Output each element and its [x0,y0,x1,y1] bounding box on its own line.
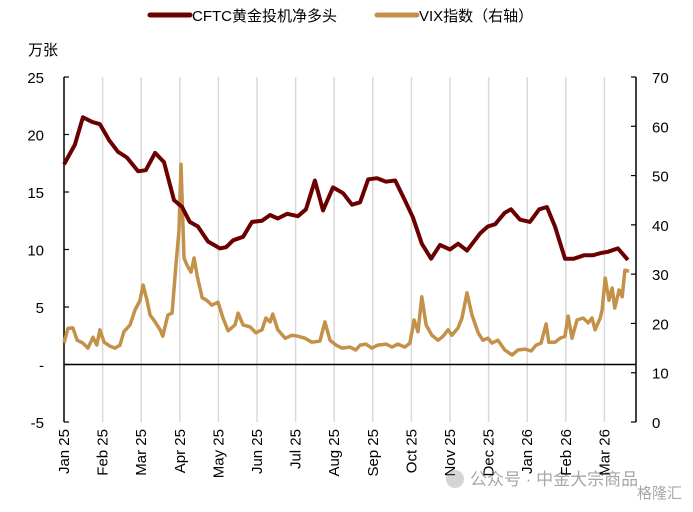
axes: Jan 25 Feb 25 Mar 25 Apr 25 May 25 Jun 25 Jul … [27,70,668,478]
x-tick-label: Nov 25 [442,429,459,477]
x-tick-label: Aug 25 [326,429,343,477]
x-tick-label: Mar 25 [133,429,150,476]
right-tick-label: 40 [652,218,669,235]
series-line-vix [62,162,630,357]
wechat-icon [446,470,464,488]
left-tick-label: -5 [31,415,44,432]
watermark-text: 公众号 · 中金大宗商品 [470,470,638,489]
right-tick-label: 30 [652,267,669,284]
x-tick-label: Apr 25 [172,429,189,473]
right-tick-label: 60 [652,119,669,136]
right-tick-label: 70 [652,70,669,87]
x-tick-label: Jun 25 [249,429,266,474]
x-tick-label: Jan 25 [56,429,73,474]
left-tick-label: 15 [27,185,44,202]
legend: CFTC黄金投机净多头 VIX指数（右轴） [147,8,533,25]
left-tick-label: - [39,358,44,375]
x-tick-label: May 25 [210,429,227,478]
watermark: 公众号 · 中金大宗商品 格隆汇 [446,470,682,502]
watermark-logo: 格隆汇 [637,485,682,502]
legend-label-cftc: CFTC黄金投机净多头 [192,8,337,25]
left-tick-label: 20 [27,128,44,145]
x-tick-label: Dec 25 [481,429,498,477]
right-tick-label: 50 [652,169,669,186]
x-tick-label: Feb 26 [558,429,575,476]
x-tick-label: Sep 25 [365,429,382,477]
x-tick-label: Jul 25 [288,429,305,469]
x-tick-label: Feb 25 [95,429,112,476]
x-tick-label: Jan 26 [519,429,536,474]
series-lines [62,115,630,357]
right-tick-label: 20 [652,316,669,333]
left-tick-label: 25 [27,70,44,87]
left-axis-unit: 万张 [28,42,58,59]
left-tick-label: 10 [27,243,44,260]
right-tick-label: 10 [652,366,669,383]
x-tick-label: Oct 25 [403,429,420,473]
series-line-cftc [62,115,630,262]
x-tick-label: Mar 26 [596,429,613,476]
right-tick-label: 0 [652,415,660,432]
legend-label-vix: VIX指数（右轴） [419,8,533,25]
left-tick-label: 5 [36,300,44,317]
